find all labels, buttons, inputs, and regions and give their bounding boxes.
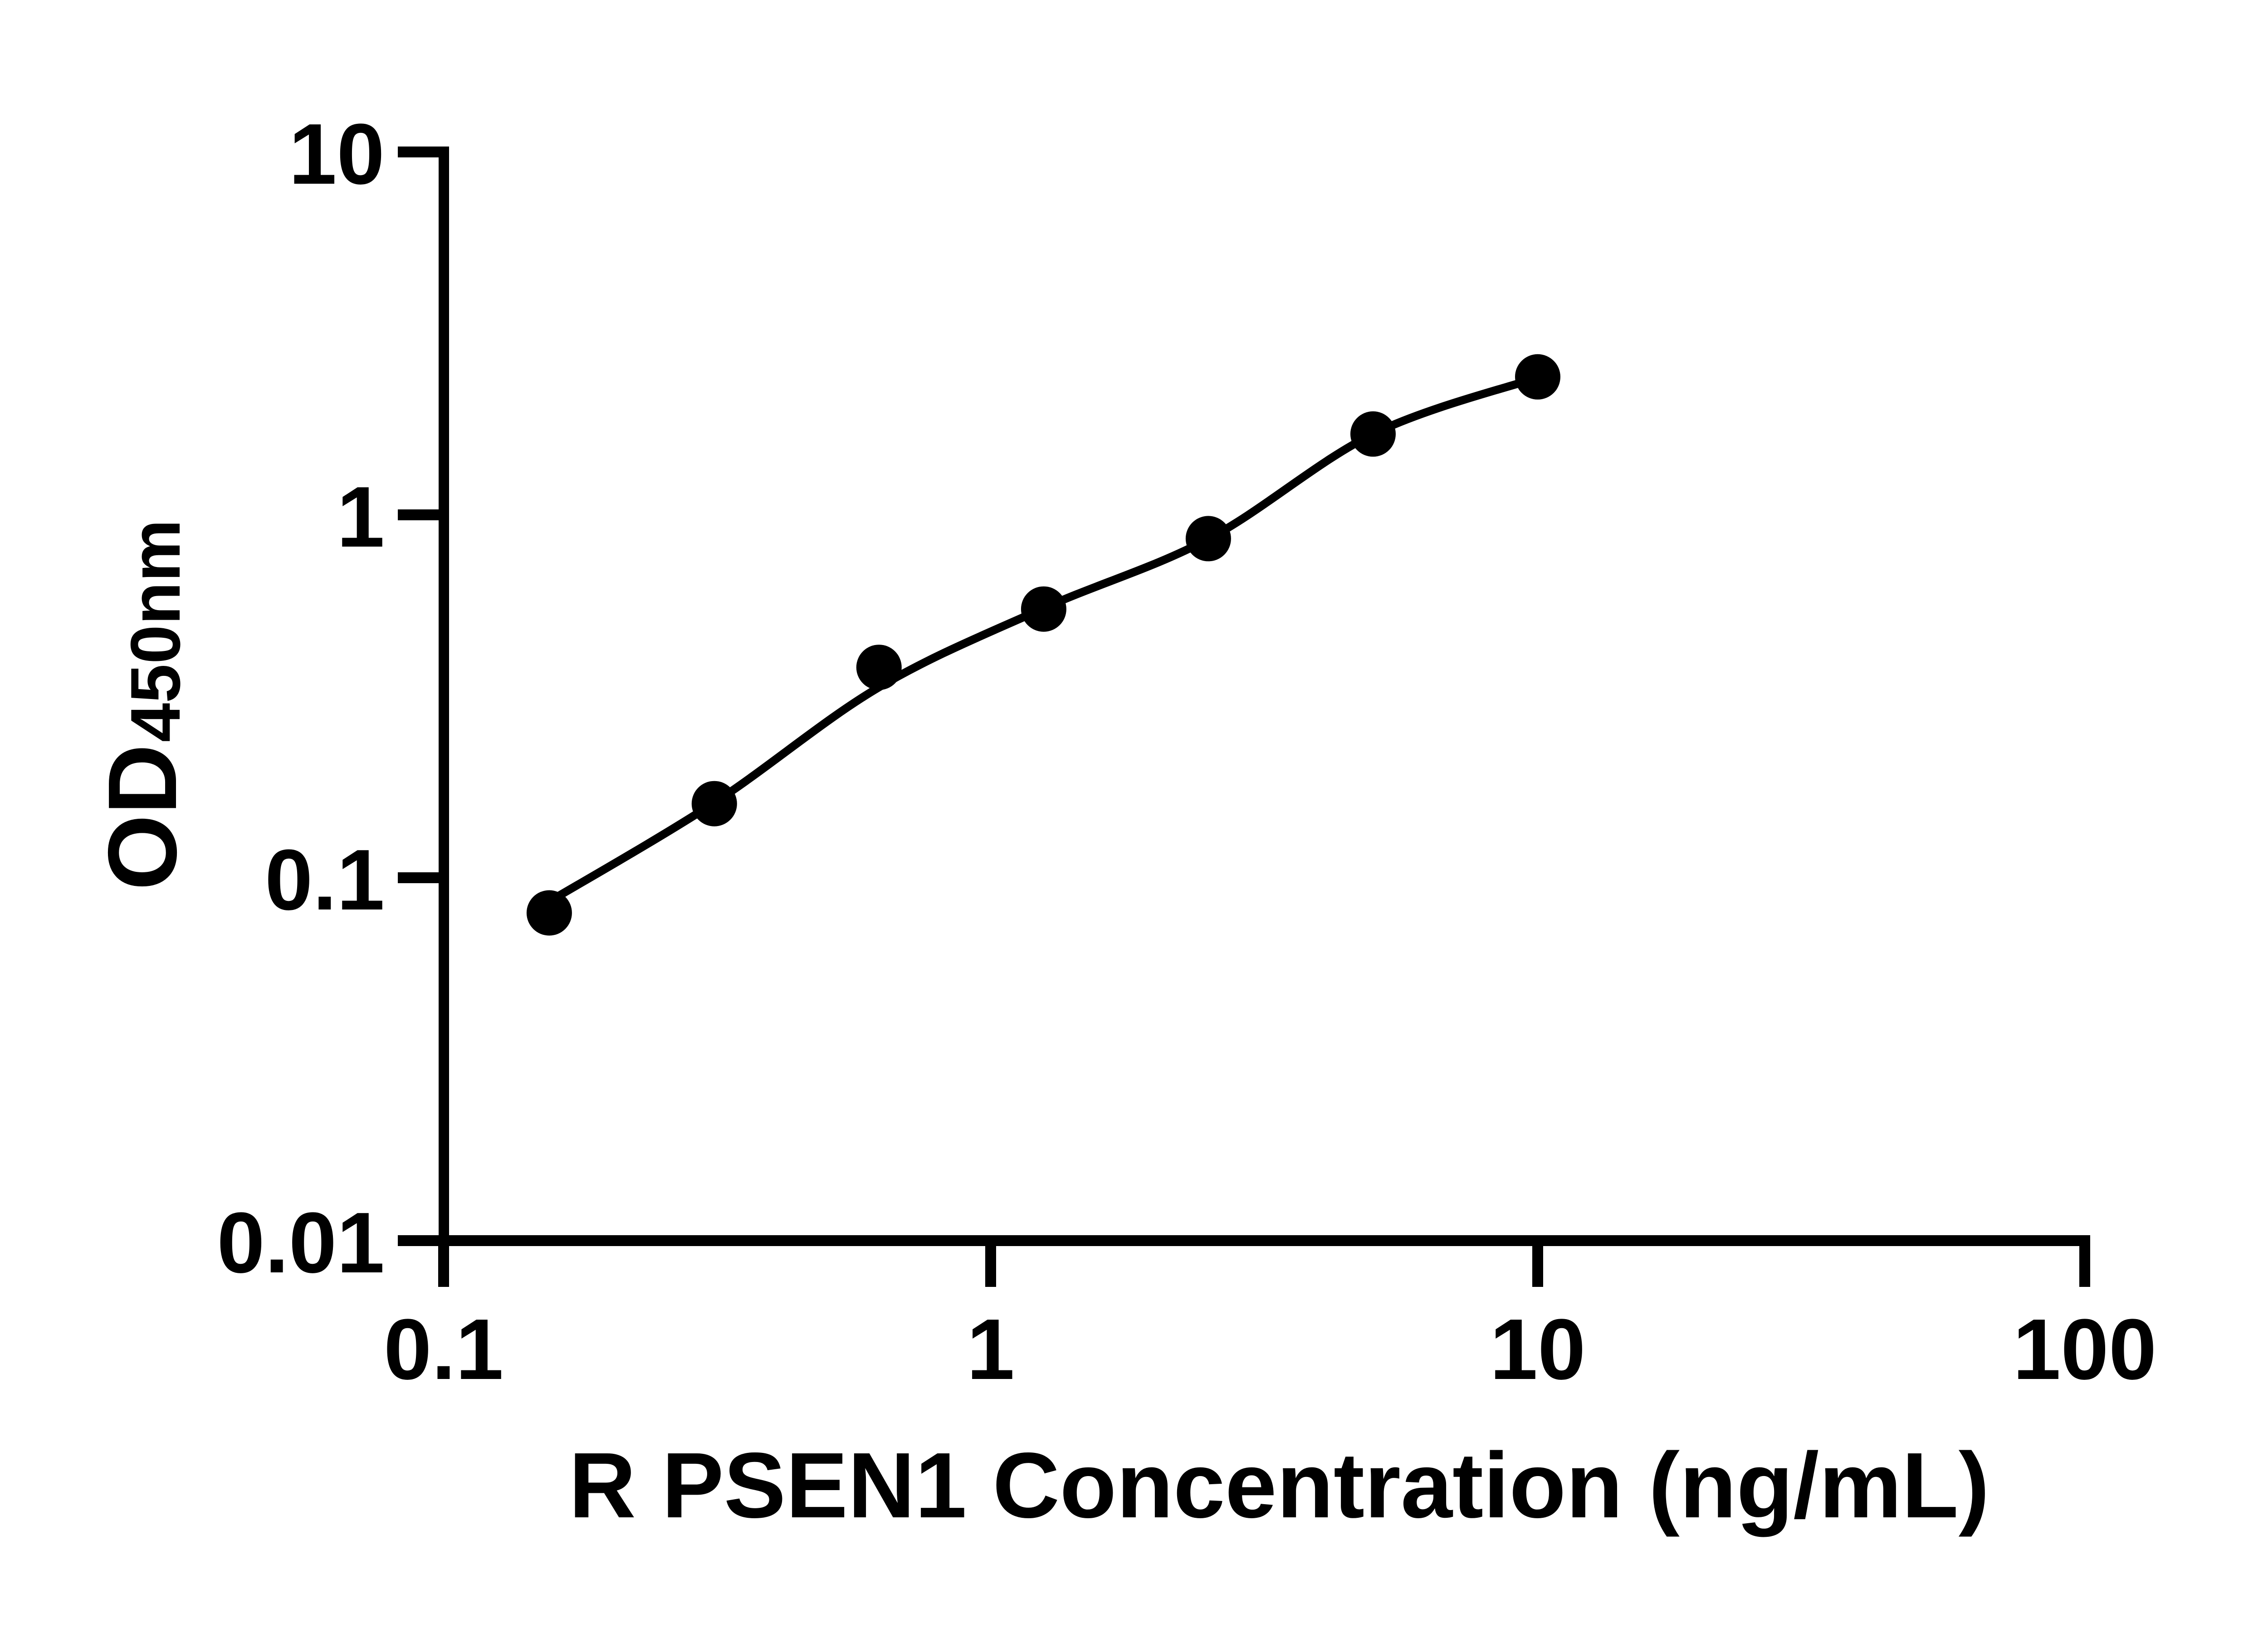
x-tick-mark-10 xyxy=(1532,1246,1543,1287)
data-point-5 xyxy=(1350,411,1396,457)
y-axis-title-subscript: 450nm xyxy=(116,519,195,742)
data-point-1.25 xyxy=(1021,586,1066,632)
x-tick-mark-100 xyxy=(2079,1246,2090,1287)
y-axis-spine xyxy=(439,147,449,1287)
y-tick-mark-1 xyxy=(398,509,439,520)
x-tick-label-100: 100 xyxy=(2013,1301,2156,1398)
x-tick-label-0.1: 0.1 xyxy=(384,1301,503,1398)
y-tick-label-0.01: 0.01 xyxy=(217,1195,385,1291)
y-tick-label-1: 1 xyxy=(337,469,385,565)
data-point-2.5 xyxy=(1185,516,1231,562)
y-tick-mark-10 xyxy=(398,147,439,157)
data-series xyxy=(526,354,1560,936)
x-tick-labels: 0.1 1 10 100 xyxy=(384,1301,2157,1398)
y-tick-label-10: 10 xyxy=(289,106,385,202)
data-point-0.625 xyxy=(856,645,902,690)
data-point-0.156 xyxy=(526,890,572,936)
y-axis-title-main: OD xyxy=(88,744,197,891)
x-tick-label-10: 10 xyxy=(1490,1301,1585,1398)
x-axis-spine xyxy=(439,1235,2090,1246)
axes xyxy=(398,147,2090,1287)
x-tick-mark-0.1 xyxy=(438,1246,449,1287)
y-tick-mark-0.1 xyxy=(398,872,439,883)
x-tick-mark-1 xyxy=(985,1246,996,1287)
data-point-10 xyxy=(1515,354,1560,400)
y-tick-label-0.1: 0.1 xyxy=(265,832,385,928)
y-tick-mark-0.01 xyxy=(398,1235,439,1246)
x-tick-label-1: 1 xyxy=(967,1301,1015,1398)
y-tick-labels: 10 1 0.1 0.01 xyxy=(217,106,385,1291)
fitted-curve-line xyxy=(547,373,1539,905)
data-point-0.3125 xyxy=(691,781,737,826)
y-axis-title: OD 450nm xyxy=(88,519,197,890)
x-axis-title: R PSEN1 Concentration (ng/mL) xyxy=(569,1433,1989,1537)
